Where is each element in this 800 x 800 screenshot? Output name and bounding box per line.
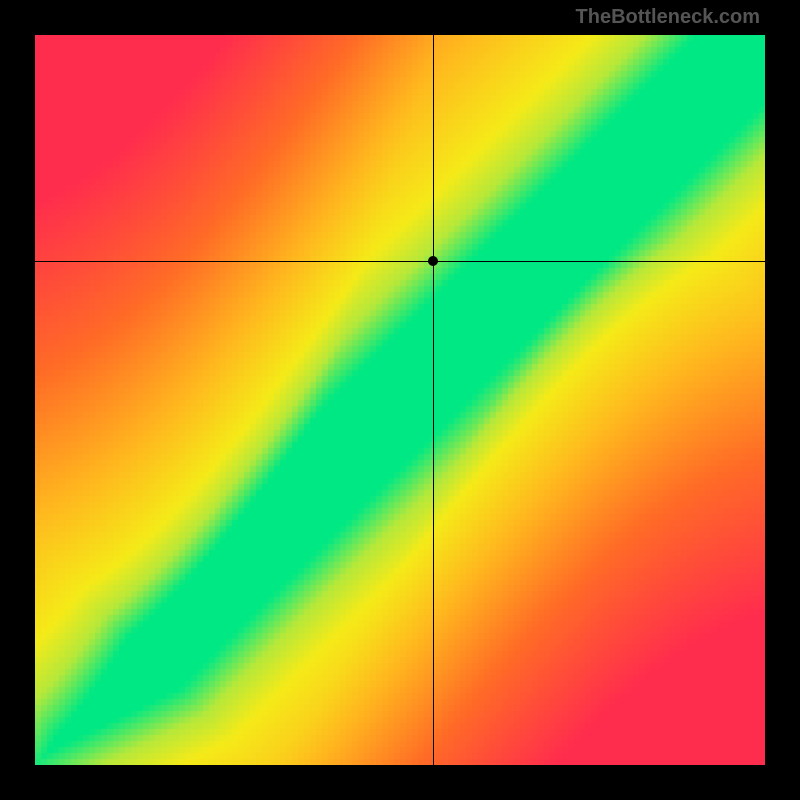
crosshair-vertical [433,35,434,765]
watermark-text: TheBottleneck.com [576,6,760,29]
bottleneck-heatmap-container [35,35,765,765]
bottleneck-heatmap-canvas [35,35,765,765]
selection-marker [428,256,438,266]
crosshair-horizontal [35,261,765,262]
